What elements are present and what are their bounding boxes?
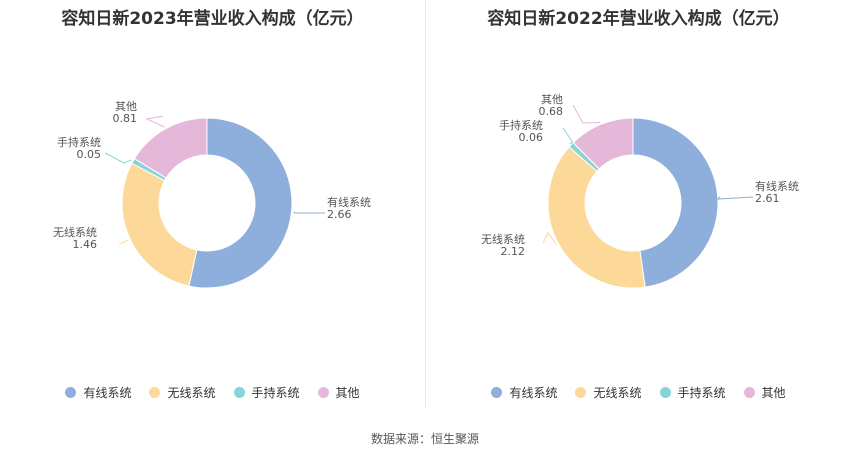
legend-marker-icon: [233, 387, 245, 398]
chart-title-2022: 容知日新2022年营业收入构成（亿元）: [487, 9, 790, 29]
leader-line-other-2022: [572, 104, 600, 124]
legend-label: 无线系统: [167, 386, 216, 400]
legend-marker-icon: [743, 387, 755, 398]
legend-item-other-2023[interactable]: 其他: [317, 384, 360, 401]
slice-wireless-2022[interactable]: [547, 146, 646, 289]
slice-value-handheld-2022: 0.06: [519, 131, 544, 144]
slice-label-other-2022: 其他: [541, 93, 563, 106]
leader-line-handheld-2023: [104, 152, 132, 164]
legend-2022: 有线系统 无线系统 手持系统 其他: [426, 384, 850, 401]
legend-marker-icon: [575, 387, 587, 398]
slice-value-wired-2022: 2.61: [755, 192, 780, 205]
leader-line-other-2023: [145, 115, 165, 128]
slice-value-handheld-2023: 0.05: [77, 148, 102, 161]
leader-line-wireless-2022: [542, 232, 557, 245]
legend-marker-icon: [659, 387, 671, 398]
panel-divider: [425, 0, 426, 408]
slice-label-wireless-2023: 无线系统: [53, 225, 97, 239]
slice-value-wired-2023: 2.66: [327, 208, 352, 221]
slice-value-other-2023: 0.81: [113, 112, 138, 125]
legend-label: 有线系统: [509, 386, 558, 400]
legend-2023: 有线系统 无线系统 手持系统 其他: [0, 384, 425, 401]
slice-value-wireless-2023: 1.46: [73, 238, 98, 251]
chart-panel-2023: 容知日新2023年营业收入构成（亿元） 有线系统 2.66 无线系统 1.46 手持系统…: [0, 0, 425, 410]
slice-other-2023[interactable]: [133, 117, 208, 179]
legend-label: 无线系统: [593, 386, 642, 400]
legend-label: 手持系统: [251, 386, 300, 400]
legend-label: 有线系统: [83, 386, 132, 400]
legend-item-wireless-2022[interactable]: 无线系统: [575, 384, 642, 401]
legend-item-handheld-2022[interactable]: 手持系统: [659, 384, 726, 401]
legend-item-wired-2023[interactable]: 有线系统: [65, 384, 131, 401]
leader-line-wireless-2023: [119, 239, 129, 244]
slice-label-wireless-2022: 无线系统: [481, 232, 525, 246]
legend-item-wireless-2023[interactable]: 无线系统: [149, 384, 216, 401]
leader-line-handheld-2022: [562, 127, 574, 144]
legend-marker-icon: [317, 387, 329, 398]
slice-wired-2023[interactable]: [188, 117, 293, 289]
legend-marker-icon: [65, 387, 77, 398]
chart-title-2023: 容知日新2023年营业收入构成（亿元）: [61, 9, 364, 29]
slice-value-other-2022: 0.68: [539, 105, 564, 118]
slice-value-wireless-2022: 2.12: [501, 245, 526, 258]
slice-other-2022[interactable]: [572, 117, 634, 170]
slice-wired-2022[interactable]: [632, 117, 719, 288]
slice-label-wired-2023: 有线系统: [327, 195, 371, 209]
legend-item-wired-2022[interactable]: 有线系统: [491, 384, 557, 401]
legend-label: 手持系统: [677, 386, 726, 400]
slice-label-handheld-2022: 手持系统: [499, 118, 543, 132]
slice-wireless-2023[interactable]: [121, 162, 198, 287]
leader-line-wired-2023: [293, 211, 325, 214]
legend-label: 其他: [761, 386, 786, 400]
legend-label: 其他: [335, 386, 360, 400]
data-source: 数据来源：恒生聚源: [370, 432, 479, 446]
chart-panel-2022: 容知日新2022年营业收入构成（亿元） 有线系统 2.61 无线系统 2.12 手持系统…: [426, 0, 850, 410]
legend-item-other-2022[interactable]: 其他: [743, 384, 786, 401]
slice-label-wired-2022: 有线系统: [755, 179, 799, 193]
legend-marker-icon: [491, 387, 503, 398]
slice-label-other-2023: 其他: [115, 100, 137, 113]
legend-marker-icon: [149, 387, 161, 398]
leader-line-wired-2022: [716, 196, 754, 200]
slice-label-handheld-2023: 手持系统: [57, 135, 101, 149]
legend-item-handheld-2023[interactable]: 手持系统: [233, 384, 300, 401]
